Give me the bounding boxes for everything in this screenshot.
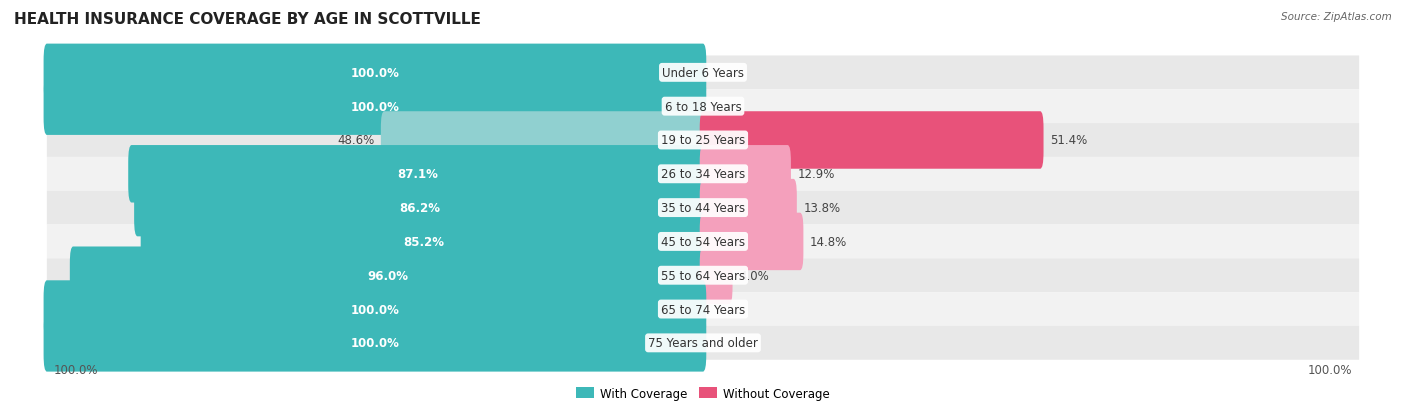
Text: 12.9%: 12.9% [797, 168, 835, 181]
FancyBboxPatch shape [46, 292, 1360, 326]
FancyBboxPatch shape [46, 90, 1360, 124]
Text: 6 to 18 Years: 6 to 18 Years [665, 100, 741, 114]
FancyBboxPatch shape [128, 146, 706, 203]
Text: 87.1%: 87.1% [396, 168, 437, 181]
Text: 75 Years and older: 75 Years and older [648, 337, 758, 349]
Text: 51.4%: 51.4% [1050, 134, 1087, 147]
Text: 35 to 44 Years: 35 to 44 Years [661, 202, 745, 215]
FancyBboxPatch shape [141, 213, 706, 271]
FancyBboxPatch shape [46, 225, 1360, 259]
Text: 26 to 34 Years: 26 to 34 Years [661, 168, 745, 181]
Text: 45 to 54 Years: 45 to 54 Years [661, 235, 745, 248]
Text: 100.0%: 100.0% [1308, 363, 1353, 376]
Text: 86.2%: 86.2% [399, 202, 440, 215]
FancyBboxPatch shape [44, 280, 706, 338]
Text: 13.8%: 13.8% [803, 202, 841, 215]
FancyBboxPatch shape [134, 179, 706, 237]
Text: 100.0%: 100.0% [350, 337, 399, 349]
Text: 48.6%: 48.6% [337, 134, 374, 147]
Text: 100.0%: 100.0% [350, 66, 399, 80]
Text: 4.0%: 4.0% [740, 269, 769, 282]
FancyBboxPatch shape [44, 45, 706, 102]
Legend: With Coverage, Without Coverage: With Coverage, Without Coverage [572, 382, 834, 404]
Text: Under 6 Years: Under 6 Years [662, 66, 744, 80]
FancyBboxPatch shape [46, 326, 1360, 360]
FancyBboxPatch shape [70, 247, 706, 304]
Text: 14.8%: 14.8% [810, 235, 848, 248]
Text: HEALTH INSURANCE COVERAGE BY AGE IN SCOTTVILLE: HEALTH INSURANCE COVERAGE BY AGE IN SCOT… [14, 12, 481, 27]
FancyBboxPatch shape [700, 146, 792, 203]
FancyBboxPatch shape [44, 78, 706, 135]
Text: 96.0%: 96.0% [367, 269, 409, 282]
FancyBboxPatch shape [46, 124, 1360, 157]
Text: 100.0%: 100.0% [350, 100, 399, 114]
FancyBboxPatch shape [700, 179, 797, 237]
FancyBboxPatch shape [46, 157, 1360, 191]
Text: 100.0%: 100.0% [350, 303, 399, 316]
FancyBboxPatch shape [700, 112, 1043, 169]
FancyBboxPatch shape [700, 247, 733, 304]
FancyBboxPatch shape [46, 191, 1360, 225]
Text: 19 to 25 Years: 19 to 25 Years [661, 134, 745, 147]
Text: 55 to 64 Years: 55 to 64 Years [661, 269, 745, 282]
FancyBboxPatch shape [381, 112, 706, 169]
FancyBboxPatch shape [44, 314, 706, 372]
FancyBboxPatch shape [46, 259, 1360, 292]
Text: 85.2%: 85.2% [404, 235, 444, 248]
Text: Source: ZipAtlas.com: Source: ZipAtlas.com [1281, 12, 1392, 22]
Text: 100.0%: 100.0% [53, 363, 98, 376]
FancyBboxPatch shape [700, 213, 803, 271]
FancyBboxPatch shape [46, 56, 1360, 90]
Text: 65 to 74 Years: 65 to 74 Years [661, 303, 745, 316]
